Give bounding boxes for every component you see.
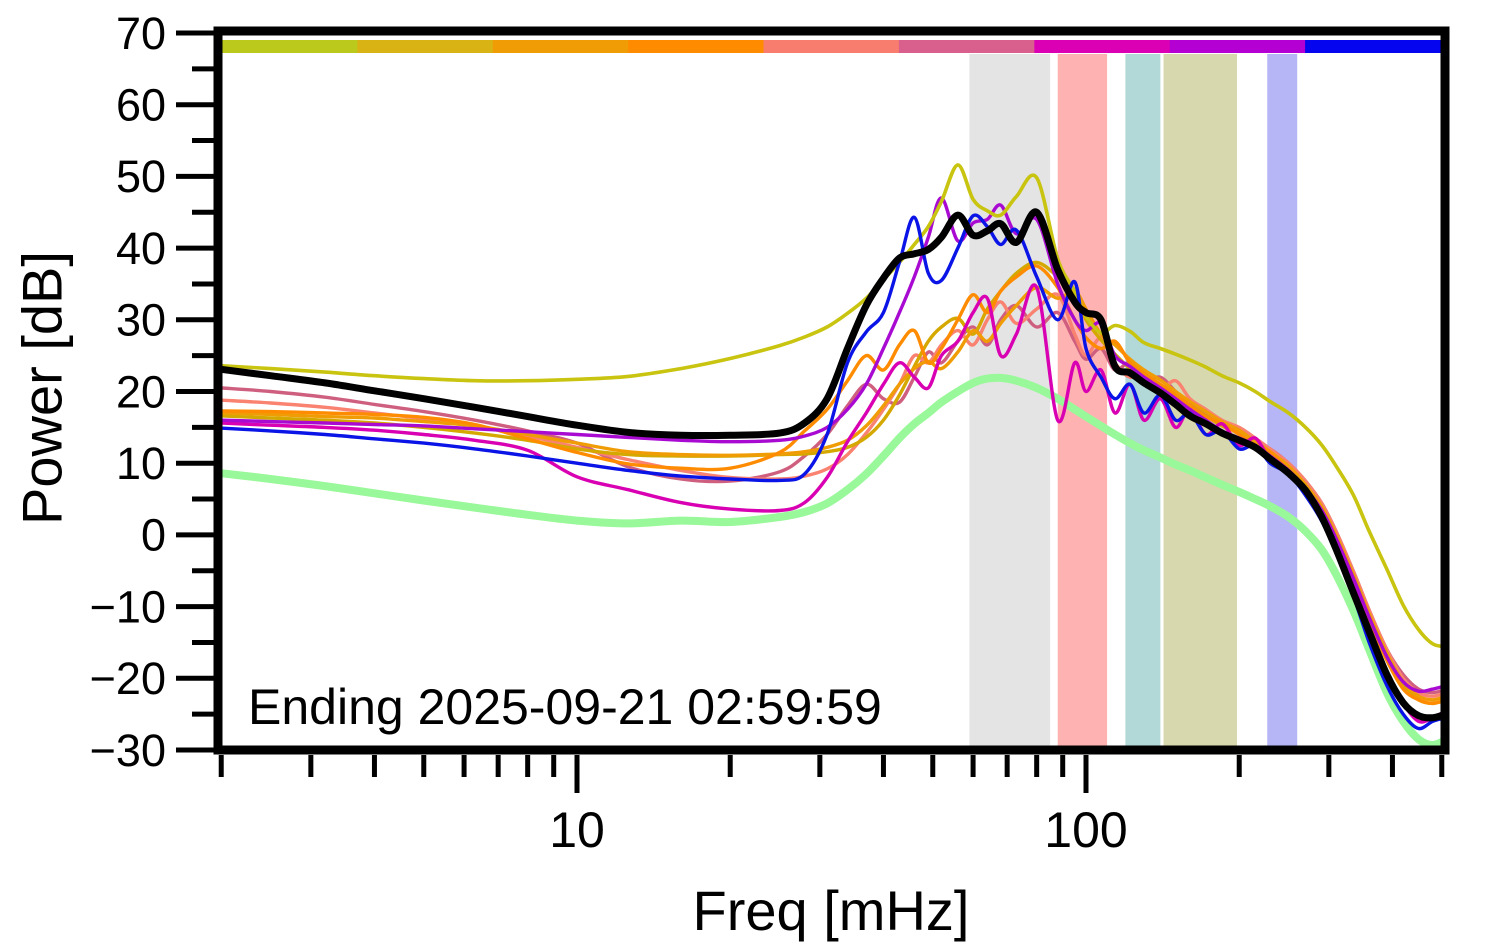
y-tick-label: −30 xyxy=(90,725,166,776)
day-color-strip-segment xyxy=(1034,40,1171,53)
y-tick-label: 70 xyxy=(116,8,166,59)
day-color-strip-segment xyxy=(763,40,900,53)
day-color-strip-segment xyxy=(898,40,1035,53)
day-color-strip-segment xyxy=(628,40,765,53)
day-color-strip-segment xyxy=(222,40,358,53)
x-axis-title: Freq [mHz] xyxy=(692,879,970,942)
y-tick-label: 40 xyxy=(116,223,166,274)
frequency-bands xyxy=(969,54,1298,746)
day-color-strip-segment xyxy=(1305,40,1442,53)
x-tick-label: 100 xyxy=(1044,802,1127,858)
x-axis-ticks: 10 100 xyxy=(218,755,1445,858)
y-tick-label: 0 xyxy=(141,510,166,561)
frequency-band xyxy=(969,54,1051,746)
frequency-band xyxy=(1267,54,1298,746)
ending-timestamp-annotation: Ending 2025-09-21 02:59:59 xyxy=(248,679,882,735)
y-tick-label: 60 xyxy=(116,79,166,130)
y-tick-label: −10 xyxy=(90,581,166,632)
psd-curve-day-gold xyxy=(222,260,1441,706)
y-tick-label: 50 xyxy=(116,151,166,202)
day-color-strip-segment xyxy=(1169,40,1306,53)
x-tick-label: 10 xyxy=(549,802,605,858)
y-tick-label: 20 xyxy=(116,366,166,417)
y-axis-ticks: 70 60 50 40 30 20 10 0 −10 −20 −30 xyxy=(90,8,214,776)
psd-curve-day-blue xyxy=(222,213,1441,731)
day-color-strip-segment xyxy=(492,40,629,53)
day-color-strip xyxy=(222,40,1442,53)
y-tick-label: 10 xyxy=(116,438,166,489)
y-tick-label: 30 xyxy=(116,295,166,346)
psd-curves xyxy=(222,163,1441,746)
psd-curve-day-yellow-green xyxy=(222,163,1441,649)
psd-curve-current-day-black xyxy=(222,208,1441,722)
psd-curve-day-orange xyxy=(222,264,1441,706)
psd-curve-pale-green-reference xyxy=(222,373,1441,746)
y-axis-title: Power [dB] xyxy=(10,251,74,525)
y-tick-label: −20 xyxy=(90,653,166,704)
day-color-strip-segment xyxy=(357,40,494,53)
plot-frame xyxy=(213,26,1450,755)
psd-curve-day-orange-gold xyxy=(222,285,1441,702)
